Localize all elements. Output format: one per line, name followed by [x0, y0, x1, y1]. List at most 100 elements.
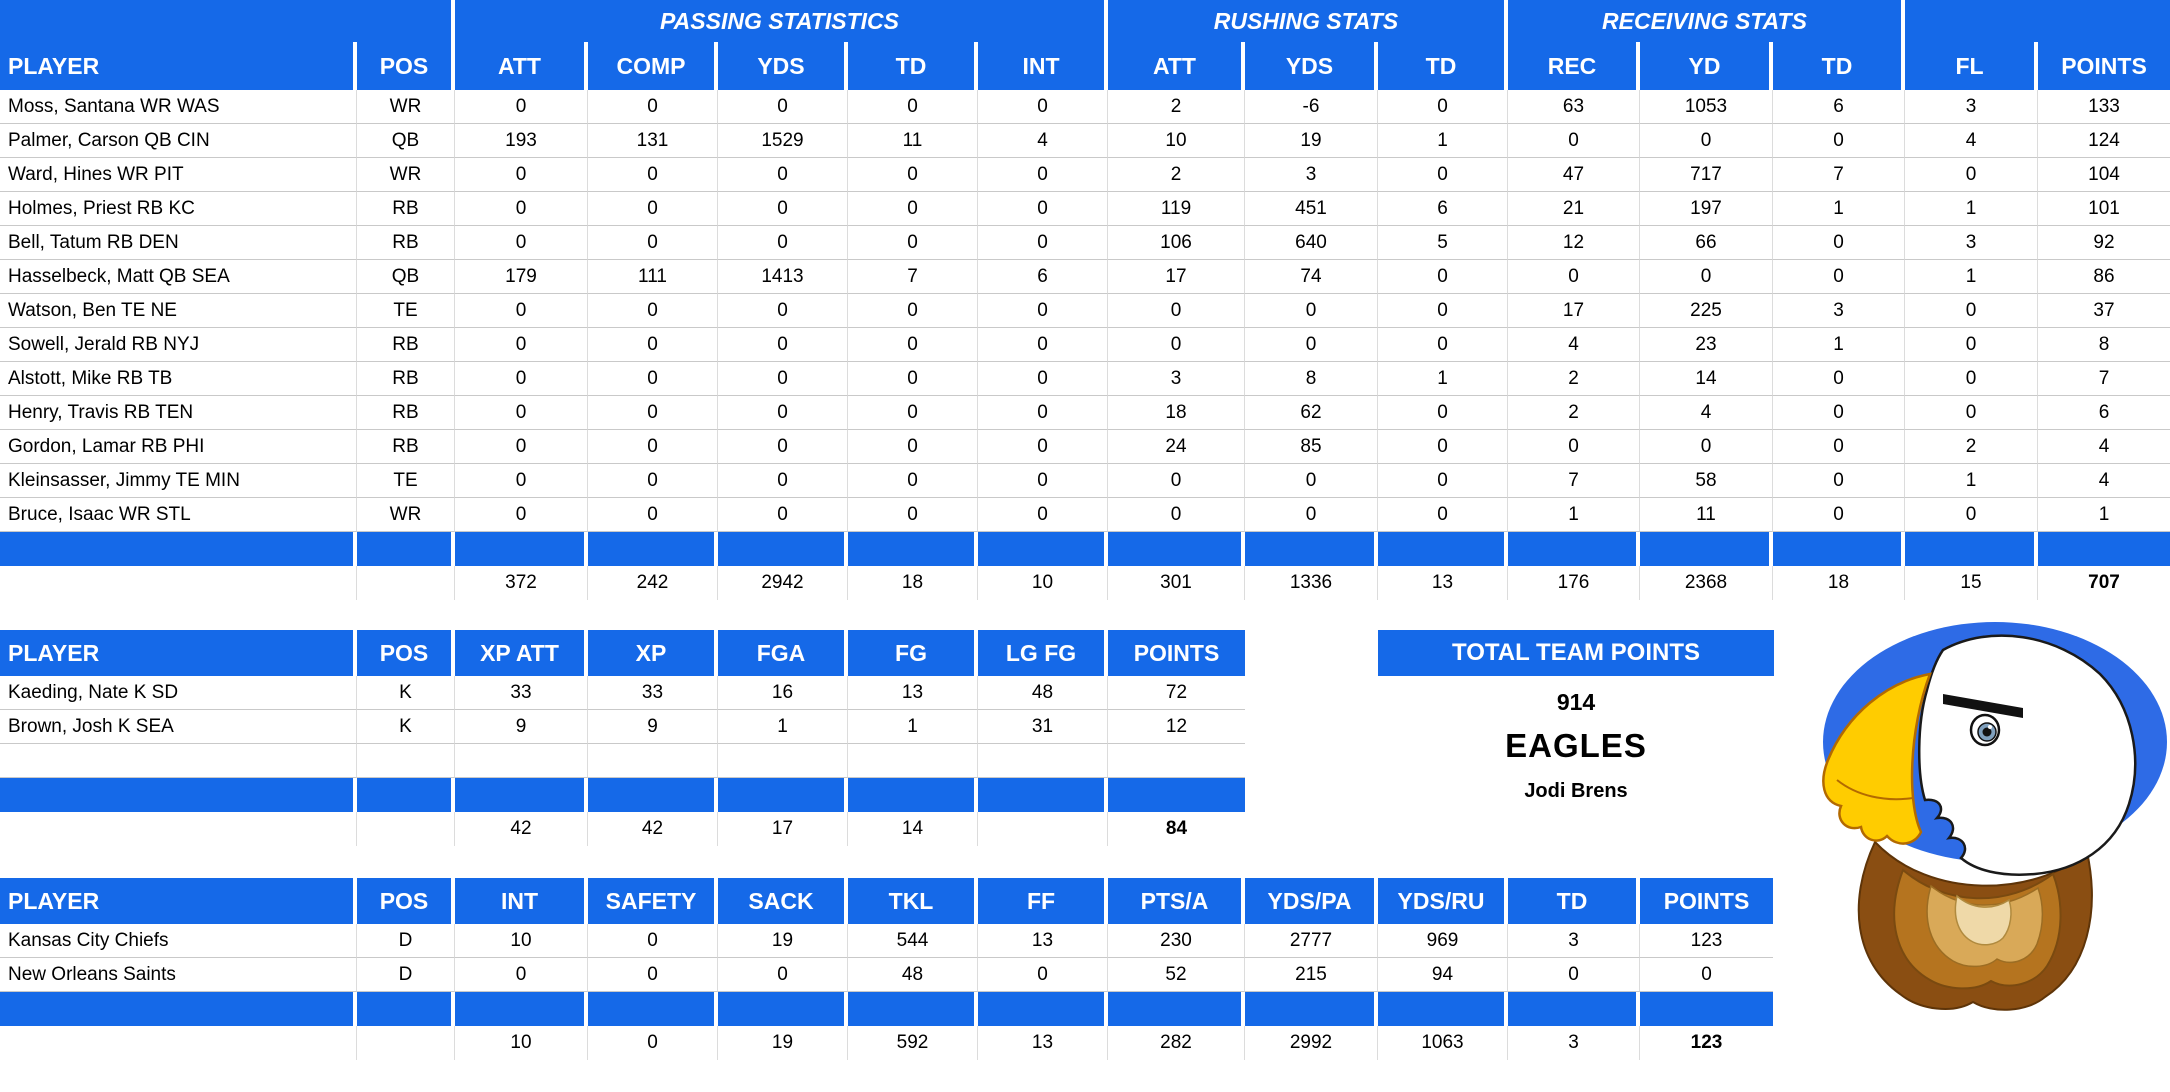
stat-cell: 0 [1905, 294, 2038, 328]
stat-cell: 0 [455, 192, 588, 226]
stat-cell: 4 [978, 124, 1108, 158]
table-row: Ward, Hines WR PIT WR 0 0 0 0 0 2 3 0 47 717 7 0 104 [0, 158, 2170, 192]
stat-cell: 0 [1773, 226, 1905, 260]
column-header: POS [357, 878, 455, 924]
player-name-cell [0, 744, 357, 778]
separator-cell [848, 992, 978, 1026]
total-cell: 42 [588, 812, 718, 846]
separator-cell [848, 778, 978, 812]
group-header [0, 0, 455, 42]
separator-cell [1508, 532, 1640, 566]
stat-cell: 0 [718, 958, 848, 992]
column-header: SACK [718, 878, 848, 924]
stat-cell: 0 [1108, 328, 1245, 362]
stat-cell: 1 [1773, 328, 1905, 362]
stat-cell: 0 [978, 90, 1108, 124]
stat-cell: 0 [848, 362, 978, 396]
stat-cell: 0 [1245, 498, 1378, 532]
player-name-cell: Moss, Santana WR WAS [0, 90, 357, 124]
stat-cell: 0 [718, 362, 848, 396]
table-row: Hasselbeck, Matt QB SEA QB 179 111 1413 7 6 17 7… [0, 260, 2170, 294]
column-header: TD [1508, 878, 1640, 924]
total-cell: 301 [1108, 566, 1245, 600]
total-cell [978, 812, 1108, 846]
stat-cell: 13 [978, 924, 1108, 958]
column-header: POINTS [2038, 42, 2170, 90]
column-header: INT [978, 42, 1108, 90]
total-cell: 1336 [1245, 566, 1378, 600]
separator-cell [588, 532, 718, 566]
total-team-points-header: TOTAL TEAM POINTS [1378, 630, 1774, 676]
stat-cell: 9 [588, 710, 718, 744]
stat-cell: 0 [1773, 498, 1905, 532]
stat-cell: 92 [2038, 226, 2170, 260]
stat-cell: WR [357, 498, 455, 532]
stat-cell: 0 [455, 430, 588, 464]
stat-cell: 14 [1640, 362, 1773, 396]
stat-cell: 0 [1108, 294, 1245, 328]
stat-cell: 8 [1245, 362, 1378, 396]
separator-row [0, 778, 1245, 812]
separator-cell [1108, 992, 1245, 1026]
column-header: FF [978, 878, 1108, 924]
stat-cell: 0 [455, 362, 588, 396]
stat-cell: 1 [1378, 124, 1508, 158]
stat-cell: 1413 [718, 260, 848, 294]
player-name-cell: Henry, Travis RB TEN [0, 396, 357, 430]
total-cell: 10 [978, 566, 1108, 600]
team-owner-name: Jodi Brens [1524, 780, 1628, 802]
separator-cell [357, 992, 455, 1026]
separator-cell [1640, 992, 1773, 1026]
stat-cell: 0 [588, 464, 718, 498]
stat-cell: 58 [1640, 464, 1773, 498]
stat-cell: 62 [1245, 396, 1378, 430]
eagle-mascot-logo-icon [1822, 622, 2167, 1011]
stat-cell: 17 [1108, 260, 1245, 294]
stat-cell: 193 [455, 124, 588, 158]
column-header: XP [588, 630, 718, 676]
total-cell: 2992 [1245, 1026, 1378, 1060]
stat-cell: RB [357, 328, 455, 362]
player-name-cell: Kleinsasser, Jimmy TE MIN [0, 464, 357, 498]
separator-cell [588, 992, 718, 1026]
stat-cell: 0 [718, 498, 848, 532]
stat-cell: RB [357, 226, 455, 260]
stat-cell: 1 [1508, 498, 1640, 532]
stat-cell: 6 [2038, 396, 2170, 430]
stat-cell: 6 [978, 260, 1108, 294]
stat-cell: 133 [2038, 90, 2170, 124]
stat-cell: 0 [588, 90, 718, 124]
stat-cell: 19 [1245, 124, 1378, 158]
separator-cell [1378, 532, 1508, 566]
stat-cell: 0 [1773, 362, 1905, 396]
table-row: Moss, Santana WR WAS WR 0 0 0 0 0 2 -6 0 63 1053 6 3 1… [0, 90, 2170, 124]
stat-cell: 0 [848, 294, 978, 328]
stat-cell: 124 [2038, 124, 2170, 158]
column-header: XP ATT [455, 630, 588, 676]
column-header: YD [1640, 42, 1773, 90]
stat-cell: 2 [1905, 430, 2038, 464]
stat-cell: RB [357, 430, 455, 464]
defense-stats-table: PLAYER POS INT SAFETY SACK TKL FF PTS/A YDS/PA YD… [0, 878, 1773, 1060]
column-header: COMP [588, 42, 718, 90]
stat-cell: 0 [848, 498, 978, 532]
stat-cell: 6 [1378, 192, 1508, 226]
player-name-cell: Watson, Ben TE NE [0, 294, 357, 328]
stat-cell: 1 [848, 710, 978, 744]
total-cell [0, 1026, 357, 1060]
stat-cell: 717 [1640, 158, 1773, 192]
column-header: FL [1905, 42, 2038, 90]
stat-cell: 4 [1640, 396, 1773, 430]
team-name: EAGLES [1505, 727, 1647, 764]
stat-cell: 0 [848, 396, 978, 430]
separator-cell [978, 778, 1108, 812]
stat-cell: 8 [2038, 328, 2170, 362]
stat-cell: 101 [2038, 192, 2170, 226]
stat-cell: 0 [455, 294, 588, 328]
column-header: YDS/PA [1245, 878, 1378, 924]
player-name-cell: Holmes, Priest RB KC [0, 192, 357, 226]
group-header: RUSHING STATS [1108, 0, 1508, 42]
stat-cell: 0 [1378, 464, 1508, 498]
column-header: TD [1773, 42, 1905, 90]
stat-cell: 104 [2038, 158, 2170, 192]
